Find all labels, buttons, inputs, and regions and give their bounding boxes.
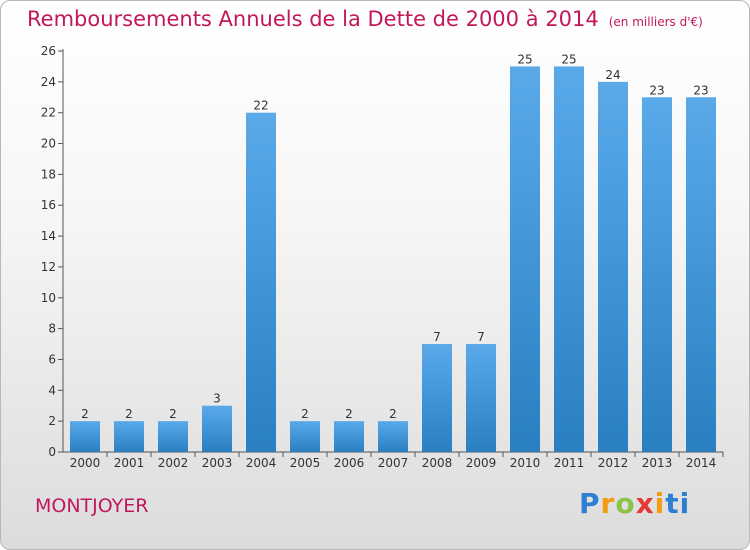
logo-char: i [654,487,666,520]
x-tick-label: 2011 [554,456,585,470]
logo-char: ti [665,487,691,520]
bar [334,421,364,452]
x-tick-label: 2008 [422,456,453,470]
bar [554,66,584,452]
bar [466,344,496,452]
data-label: 25 [517,52,532,66]
x-tick-label: 2004 [246,456,277,470]
x-tick-label: 2007 [378,456,409,470]
data-label: 23 [693,83,708,97]
x-tick-label: 2013 [642,456,673,470]
bar [70,421,100,452]
data-label: 7 [477,330,485,344]
y-tick-label: 16 [41,198,56,212]
chart-bars [70,66,716,453]
x-tick-label: 2010 [510,456,541,470]
y-tick-label: 24 [41,75,56,89]
data-label: 7 [433,330,441,344]
logo-char: P [579,487,601,520]
data-label: 2 [389,407,397,421]
bar [686,97,716,453]
y-tick-label: 26 [41,44,56,58]
x-tick-label: 2003 [202,456,233,470]
data-label: 2 [81,407,89,421]
y-tick-label: 2 [48,414,56,428]
y-tick-label: 6 [48,352,56,366]
x-tick-label: 2002 [158,456,189,470]
data-label: 24 [605,68,620,82]
x-tick-label: 2006 [334,456,365,470]
y-tick-label: 18 [41,167,56,181]
chart-title-text: Remboursements Annuels de la Dette de 20… [27,7,599,31]
logo-char: r [600,487,616,520]
commune-name: MONTJOYER [35,495,149,517]
bar [378,421,408,452]
bar [290,421,320,452]
bar [114,421,144,452]
x-tick-label: 2005 [290,456,321,470]
data-label: 2 [125,407,133,421]
y-tick-label: 20 [41,137,56,151]
bar [510,66,540,452]
data-label: 2 [301,407,309,421]
data-label: 25 [561,52,576,66]
x-tick-label: 2012 [598,456,629,470]
proxiti-logo: Proxiti [579,487,690,520]
x-tick-label: 2000 [70,456,101,470]
y-tick-label: 12 [41,260,56,274]
bar [202,405,232,452]
chart-title: Remboursements Annuels de la Dette de 20… [27,7,703,31]
bar [598,81,628,452]
y-tick-label: 10 [41,291,56,305]
data-label: 23 [649,83,664,97]
x-tick-label: 2009 [466,456,497,470]
bar [422,344,452,452]
data-label: 3 [213,392,221,406]
x-tick-label: 2001 [114,456,145,470]
data-label: 22 [253,99,268,113]
bar [158,421,188,452]
y-tick-label: 4 [48,383,56,397]
y-tick-label: 14 [41,229,56,243]
y-tick-label: 22 [41,106,56,120]
logo-char: x [635,487,655,520]
chart-unit-note: (en milliers d'€) [608,15,703,29]
logo-char: o [615,487,636,520]
data-label: 2 [345,407,353,421]
bar [642,97,672,453]
bar [246,112,276,452]
data-label: 2 [169,407,177,421]
y-tick-label: 0 [48,445,56,459]
x-tick-label: 2014 [686,456,717,470]
y-tick-label: 8 [48,322,56,336]
